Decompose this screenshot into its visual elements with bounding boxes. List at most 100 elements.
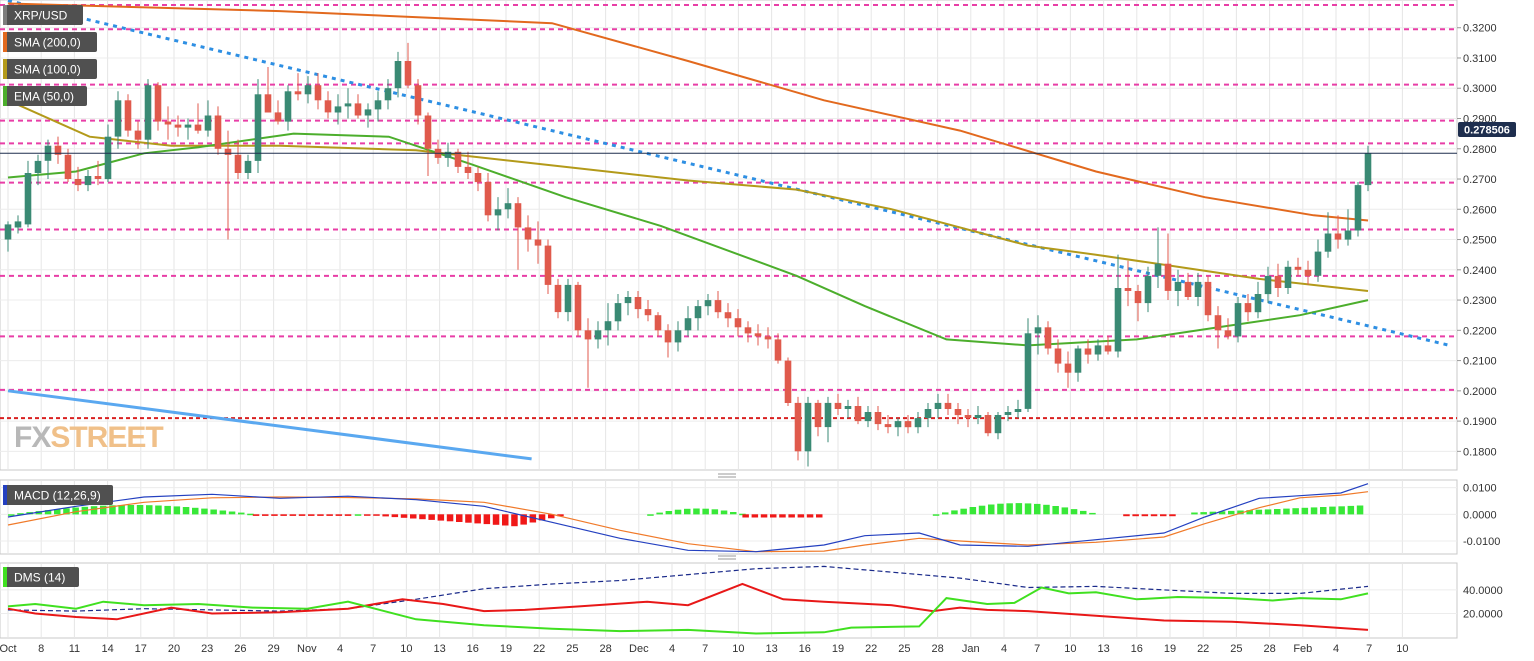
x-tick-label: 4 (337, 643, 343, 655)
macd-histogram-bar (373, 514, 380, 516)
macd-histogram-bar (1132, 514, 1139, 517)
dms-tick-label: 40.0000 (1463, 585, 1503, 597)
legend-sma100[interactable]: SMA (100,0) (3, 59, 97, 79)
x-tick-label: 16 (1131, 643, 1143, 655)
legend-ema50-text: EMA (50,0) (14, 90, 74, 104)
candle-body (814, 402, 822, 428)
x-tick-label: 25 (566, 643, 578, 655)
candle-body (1264, 275, 1272, 295)
macd-histogram-bar (548, 514, 555, 519)
macd-histogram-bar (118, 505, 125, 515)
candle-body (704, 300, 712, 307)
macd-histogram-bar (146, 505, 153, 515)
macd-histogram-bar (298, 514, 306, 516)
candle-body (1054, 348, 1062, 364)
macd-histogram-bar (364, 514, 371, 516)
candle-body (624, 297, 632, 304)
macd-histogram-bar (656, 512, 663, 515)
macd-histogram-bar (382, 514, 389, 517)
candle-body (274, 112, 282, 122)
legend-dms[interactable]: DMS (14) (3, 567, 79, 587)
macd-histogram-bar (201, 508, 208, 515)
last-price-tag-bg (1458, 122, 1516, 137)
x-tick-label: 4 (1333, 643, 1339, 655)
candle-body (874, 412, 882, 425)
macd-histogram-bar (730, 512, 737, 515)
x-tick-label: Jan (962, 643, 980, 655)
candle-body (464, 166, 472, 173)
macd-histogram-bar (238, 512, 245, 515)
price-tick-label: 0.1800 (1463, 446, 1497, 458)
price-axis[interactable]: 0.32000.31000.30000.29000.28000.27000.26… (1457, 23, 1497, 459)
macd-histogram-bar (806, 514, 814, 518)
x-tick-label: 28 (931, 643, 943, 655)
macd-histogram-bar (1061, 507, 1069, 515)
candle-body (1104, 345, 1112, 352)
price-tick-label: 0.2100 (1463, 356, 1497, 368)
x-tick-label: Dec (629, 643, 649, 655)
x-tick-label: 11 (69, 643, 80, 655)
macd-histogram-bar (674, 509, 682, 515)
macd-axis[interactable]: 0.0100 0.0000 -0.0100 (1463, 483, 1500, 548)
candle-body (1204, 281, 1212, 316)
macd-histogram-bar (665, 511, 673, 515)
candle-body (1294, 266, 1302, 270)
macd-histogram-bar (779, 514, 786, 518)
candle-body (854, 406, 862, 422)
macd-histogram-bar (391, 514, 399, 518)
candle-body (1034, 327, 1042, 334)
price-tick-label: 0.2300 (1463, 295, 1497, 307)
macd-histogram-bar (192, 507, 199, 515)
candle-body (1284, 266, 1292, 288)
legend-ema50[interactable]: EMA (50,0) (3, 86, 87, 106)
macd-histogram-bar (326, 514, 333, 516)
macd-histogram-bar (127, 505, 135, 515)
x-tick-label: 8 (38, 643, 44, 655)
x-tick-label: 10 (400, 643, 412, 655)
legend-macd[interactable]: MACD (12,26,9) (3, 485, 113, 505)
macd-histogram-bar (1141, 514, 1149, 517)
macd-histogram-bar (1169, 514, 1176, 517)
legend-macd-text: MACD (12,26,9) (14, 489, 101, 503)
legend-sma200[interactable]: SMA (200,0) (3, 32, 97, 52)
candle-body (1154, 263, 1162, 276)
macd-histogram-bar (1292, 508, 1299, 515)
candle-body (694, 306, 702, 319)
macd-histogram-bar (228, 511, 236, 515)
x-tick-label: 25 (898, 643, 910, 655)
candle-body (364, 109, 372, 116)
x-tick-label: 22 (1197, 643, 1209, 655)
candle-body (374, 100, 382, 110)
macd-histogram-bar (63, 508, 70, 515)
macd-pane[interactable] (0, 479, 1458, 555)
macd-histogram-bar (1089, 512, 1096, 515)
dms-pane[interactable] (0, 562, 1458, 639)
x-tick-label: 7 (1034, 643, 1040, 655)
candle-body (674, 330, 682, 343)
dms-axis[interactable]: 40.0000 20.0000 (1463, 585, 1503, 621)
candle-body (444, 151, 452, 158)
macd-histogram-bar (419, 514, 426, 520)
x-tick-label: 4 (669, 643, 675, 655)
candle-body (1184, 281, 1192, 297)
macd-histogram-bar (262, 514, 269, 516)
horizontal-levels (0, 4, 1457, 420)
x-tick-label: 10 (1064, 643, 1076, 655)
candle-body (1344, 230, 1352, 240)
macd-histogram-bar (428, 514, 435, 520)
time-axis[interactable]: Oct 8 11 14 17 20 23 26 29 Nov 4 7 10 13 16 19 22 25 28 Dec… (0, 643, 1409, 655)
pane-resize-handle-2[interactable] (718, 555, 736, 560)
candle-body (1124, 288, 1132, 291)
price-pane[interactable] (0, 0, 1458, 471)
macd-histogram-bar (164, 505, 171, 515)
candle-body (1044, 327, 1052, 349)
candle-body (1244, 303, 1252, 313)
macd-indicator (7, 483, 1369, 553)
candle-body (1274, 275, 1282, 288)
pane-resize-handle-1[interactable] (718, 473, 736, 478)
macd-histogram-bar (1123, 514, 1130, 517)
legend-symbol[interactable]: XRP/USD (3, 5, 83, 25)
candle-body (14, 221, 22, 228)
macd-histogram-bar (978, 505, 986, 515)
